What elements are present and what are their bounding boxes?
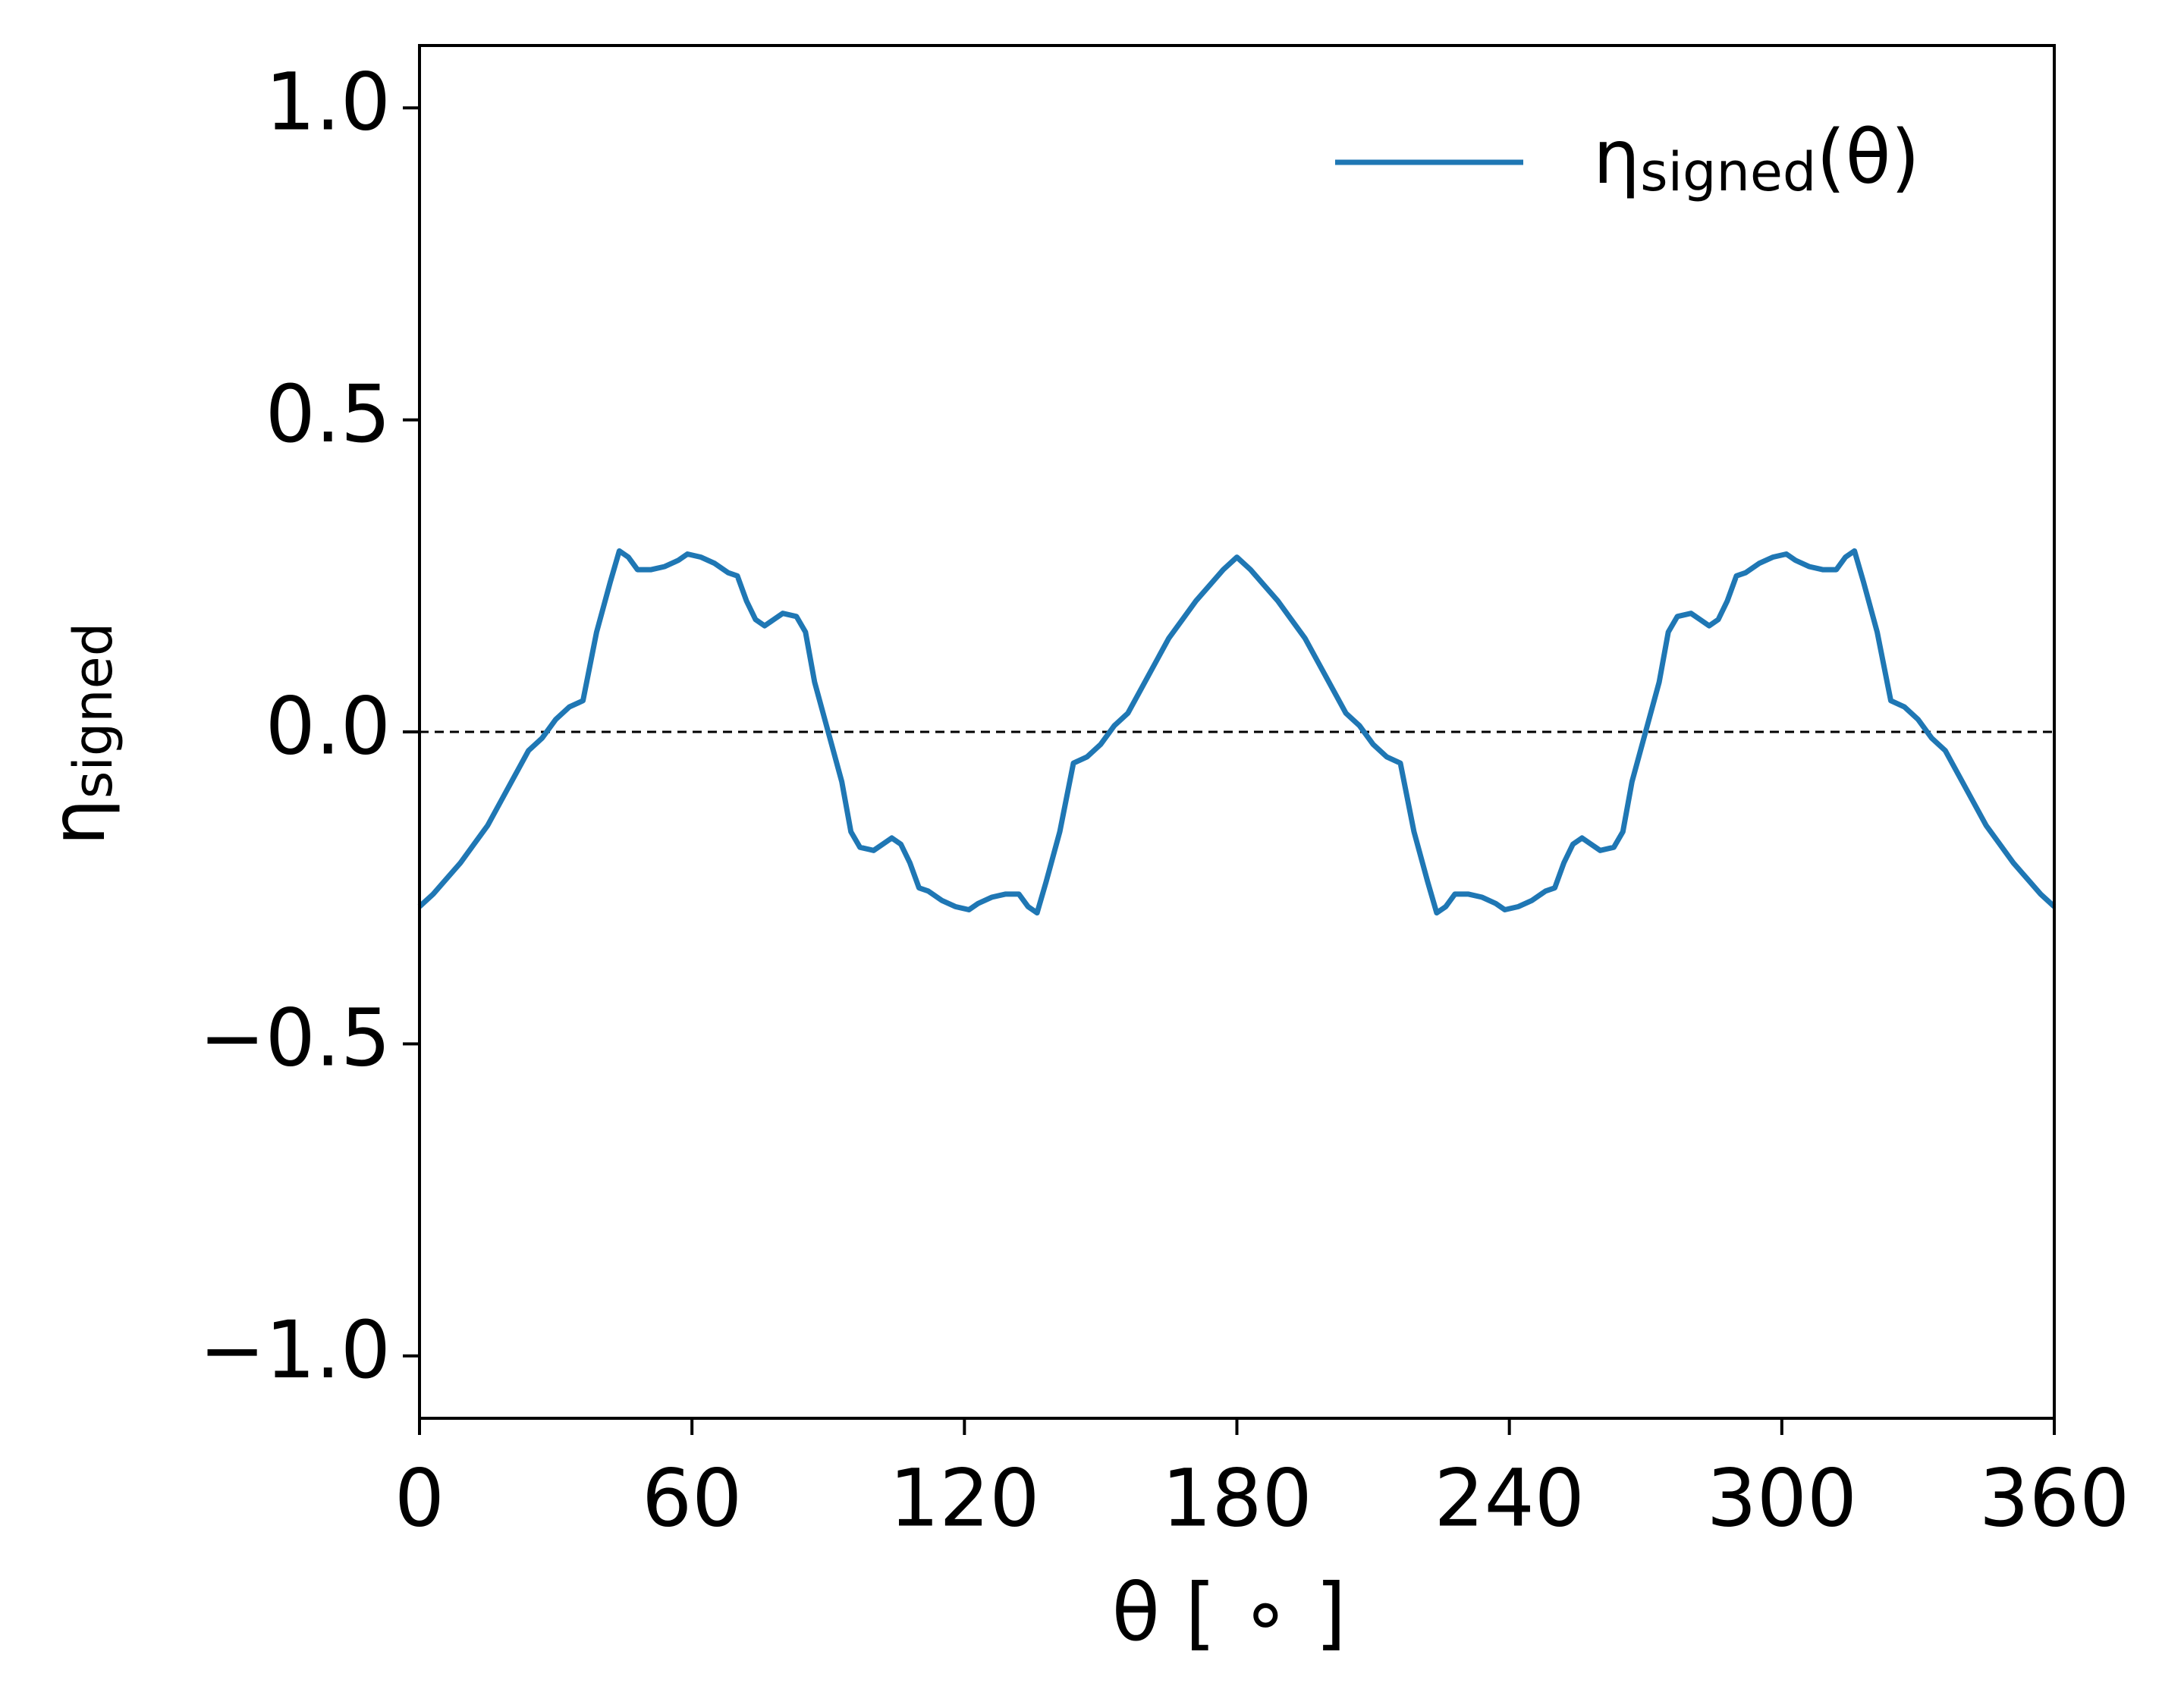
y-tick-label: −1.0 (199, 1304, 391, 1396)
x-tick-label: 0 (394, 1452, 445, 1544)
legend-label-sub: signed (1640, 141, 1816, 203)
y-axis-label-sub: signed (62, 623, 124, 799)
legend-label-base: η (1593, 115, 1640, 201)
x-tick-label: 60 (642, 1452, 742, 1544)
legend-label-tail: (θ) (1816, 115, 1919, 201)
y-tick-label: 0.0 (266, 680, 391, 772)
x-tick-label: 180 (1161, 1452, 1312, 1544)
y-axis-label: ηsigned (36, 623, 124, 846)
x-axis-label: θ [ ∘ ] (1111, 1566, 1346, 1659)
y-tick-label: −0.5 (199, 992, 391, 1085)
y-axis-label-base: η (36, 799, 122, 846)
x-tick-label: 120 (889, 1452, 1040, 1544)
x-tick-label: 300 (1707, 1452, 1858, 1544)
y-tick-label: 0.5 (266, 368, 391, 460)
data-line (417, 548, 2057, 916)
x-tick-label: 360 (1979, 1452, 2130, 1544)
y-tick-label: 1.0 (266, 56, 391, 149)
x-tick-label: 240 (1434, 1452, 1585, 1544)
legend-label: ηsigned(θ) (1593, 115, 1920, 203)
